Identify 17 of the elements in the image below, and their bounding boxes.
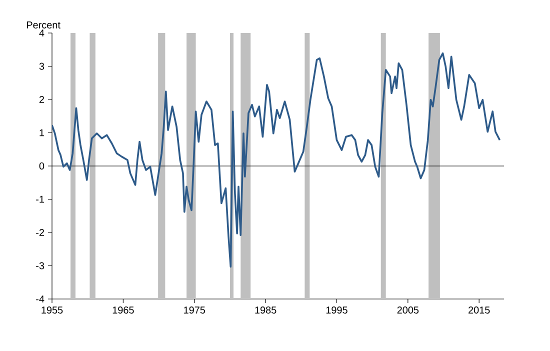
x-tick-label: 1965 — [112, 306, 134, 314]
y-tick-label: 1 — [40, 129, 44, 136]
x-tick-label: 1975 — [184, 306, 206, 314]
y-tick-label: -4 — [36, 296, 44, 302]
x-tick-label: 2005 — [397, 306, 419, 314]
y-tick-label: 0 — [39, 162, 44, 170]
y-tick-label: 2 — [39, 96, 44, 103]
y-tick-label: 4 — [39, 30, 44, 36]
x-tick-label: 2015 — [468, 306, 490, 314]
y-axis-title: Percent — [26, 22, 60, 28]
x-tick-label: 1995 — [326, 306, 348, 314]
y-tick-label: -1 — [36, 196, 44, 203]
y-tick-label: -2 — [36, 229, 44, 236]
x-tick-label: 1955 — [42, 306, 63, 314]
y-tick-label: -3 — [36, 262, 44, 270]
x-tick-label: 1985 — [255, 306, 276, 314]
y-tick-label: 3 — [39, 62, 44, 70]
